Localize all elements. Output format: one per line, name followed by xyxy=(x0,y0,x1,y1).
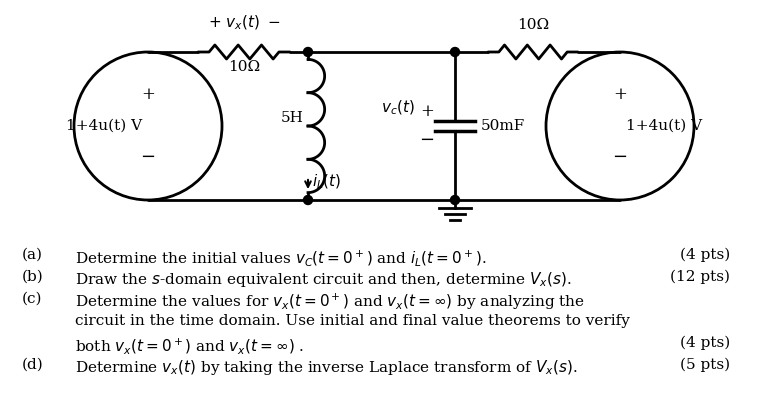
Text: −: − xyxy=(419,131,434,149)
Text: −: − xyxy=(612,148,628,166)
Text: (4 pts): (4 pts) xyxy=(680,248,730,262)
Text: circuit in the time domain. Use initial and final value theorems to verify: circuit in the time domain. Use initial … xyxy=(75,314,630,328)
Text: −: − xyxy=(140,148,155,166)
Text: $i_L(t)$: $i_L(t)$ xyxy=(312,173,341,191)
Text: 50mF: 50mF xyxy=(481,119,525,133)
Text: 10Ω: 10Ω xyxy=(517,18,549,32)
Text: 10Ω: 10Ω xyxy=(228,60,260,74)
Text: Draw the $s$-domain equivalent circuit and then, determine $V_x(s)$.: Draw the $s$-domain equivalent circuit a… xyxy=(75,270,572,289)
Text: $v_c(t)$: $v_c(t)$ xyxy=(381,99,415,117)
Circle shape xyxy=(303,196,312,204)
Text: (12 pts): (12 pts) xyxy=(670,270,730,284)
Circle shape xyxy=(303,48,312,56)
Text: Determine the initial values $v_C(t = 0^+)$ and $i_L(t = 0^+)$.: Determine the initial values $v_C(t = 0^… xyxy=(75,248,487,268)
Text: +: + xyxy=(613,86,627,104)
Text: (5 pts): (5 pts) xyxy=(680,358,730,372)
Text: Determine the values for $v_x(t = 0^+)$ and $v_x(t = \infty)$ by analyzing the: Determine the values for $v_x(t = 0^+)$ … xyxy=(75,292,585,312)
Circle shape xyxy=(450,48,459,56)
Text: both $v_x(t = 0^+)$ and $v_x(t = \infty)$ .: both $v_x(t = 0^+)$ and $v_x(t = \infty)… xyxy=(75,336,304,356)
Circle shape xyxy=(450,196,459,204)
Text: (d): (d) xyxy=(22,358,44,372)
Text: (b): (b) xyxy=(22,270,44,284)
Text: $+\ v_x(t)\ -$: $+\ v_x(t)\ -$ xyxy=(208,14,280,32)
Text: Determine $v_x(t)$ by taking the inverse Laplace transform of $V_x(s)$.: Determine $v_x(t)$ by taking the inverse… xyxy=(75,358,578,377)
Text: 5H: 5H xyxy=(281,111,304,125)
Text: (c): (c) xyxy=(22,292,42,306)
Text: (4 pts): (4 pts) xyxy=(680,336,730,350)
Text: (a): (a) xyxy=(22,248,43,262)
Text: 1+4u(t) V: 1+4u(t) V xyxy=(66,119,142,133)
Text: +: + xyxy=(141,86,155,104)
Text: 1+4u(t) V: 1+4u(t) V xyxy=(626,119,702,133)
Text: +: + xyxy=(420,104,434,120)
